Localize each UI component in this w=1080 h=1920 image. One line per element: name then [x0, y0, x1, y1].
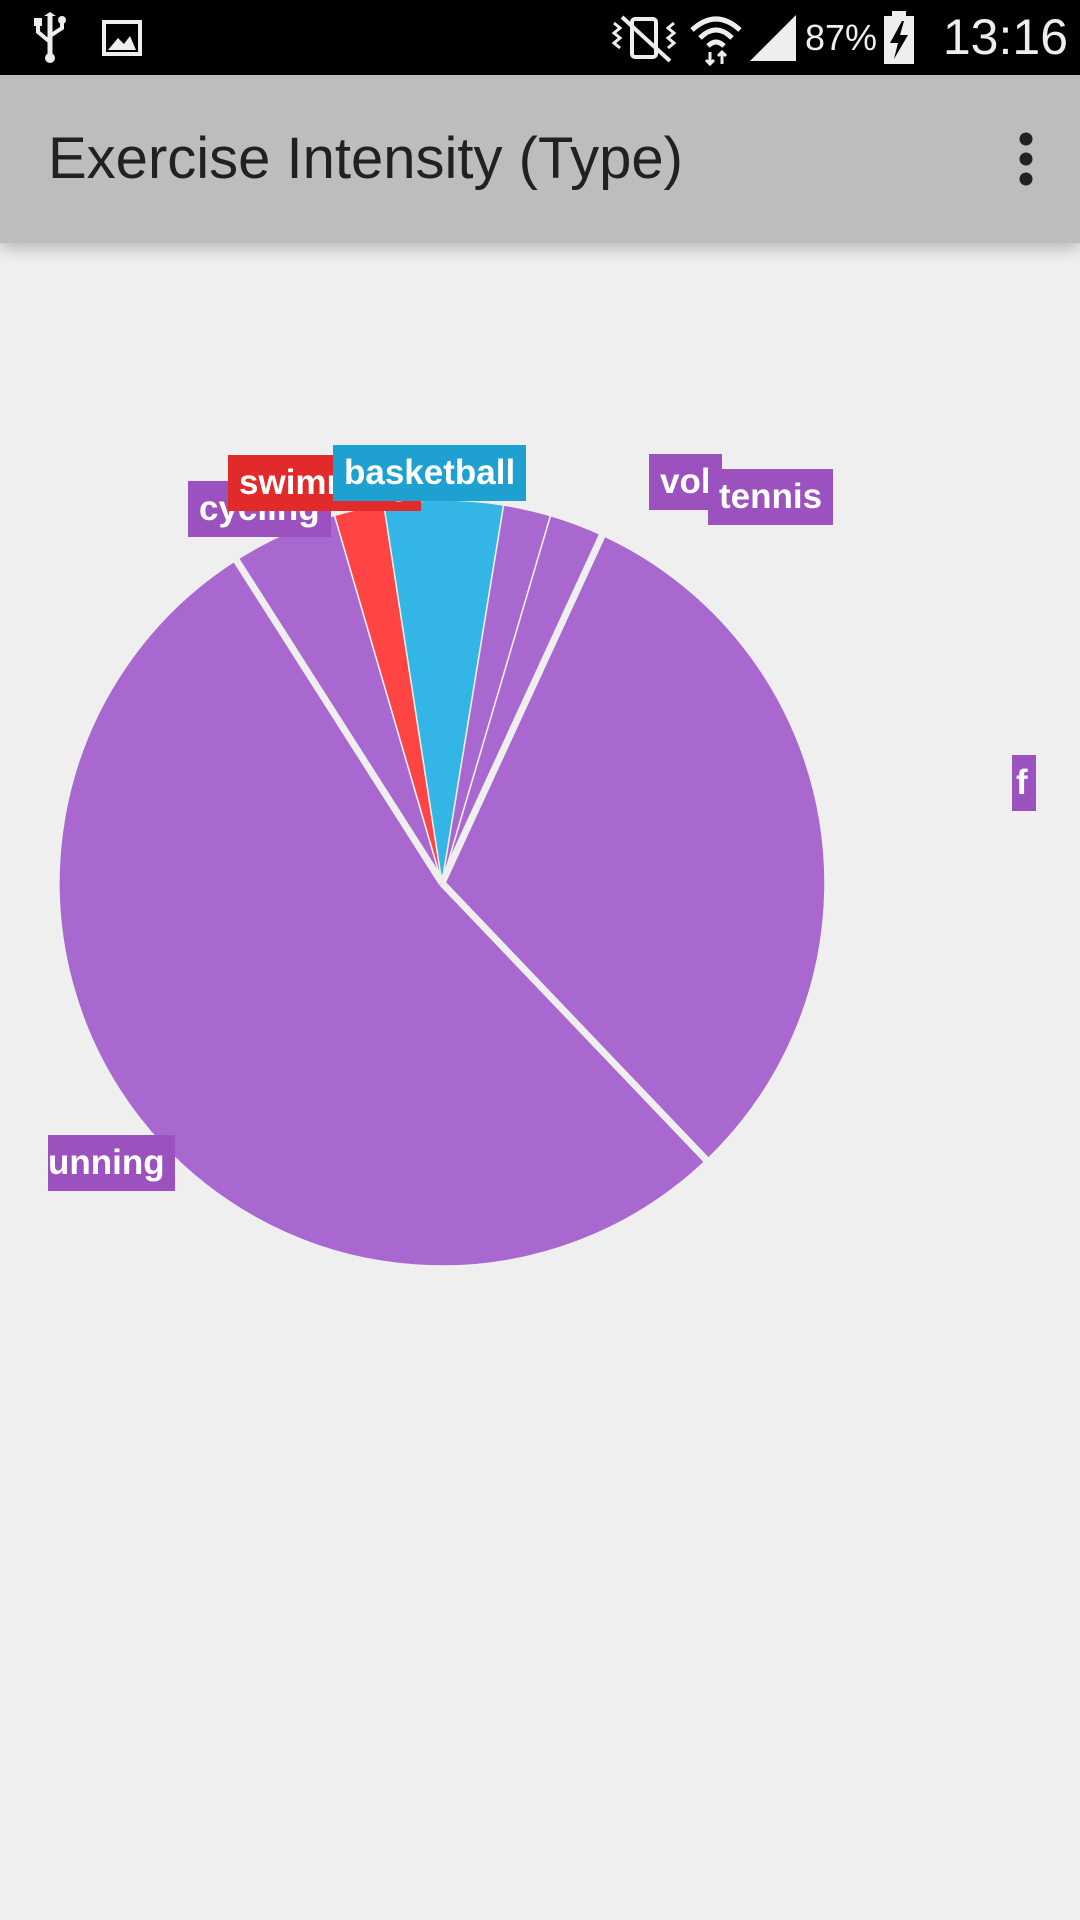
pie-separator [439, 880, 712, 1166]
status-bar: 87% 13:16 [0, 0, 1080, 75]
wifi-icon [688, 0, 744, 75]
pie-chart-svg [58, 499, 826, 1267]
more-vert-icon [1019, 132, 1033, 186]
app-bar: Exercise Intensity (Type) [0, 75, 1080, 243]
pie-separator [231, 554, 445, 885]
clock: 13:16 [942, 9, 1068, 65]
pie-label-unlabeled: f [1012, 755, 1036, 811]
usb-icon [30, 0, 70, 75]
mute-vibrate-icon [608, 0, 680, 75]
pie-separator [438, 530, 608, 885]
battery-percent: 87% [805, 17, 878, 58]
signal-icon [748, 0, 798, 75]
pie-chart: cyclingswimmingbasketballvoltennisfunnin… [0, 243, 1080, 1920]
pie-slice-unlabeled[interactable] [441, 534, 826, 1162]
page-title: Exercise Intensity (Type) [48, 126, 683, 191]
pie-slice-running[interactable] [58, 558, 708, 1267]
pie-label-tennis: tennis [708, 469, 834, 525]
overflow-menu-button[interactable] [996, 119, 1056, 199]
image-icon [102, 0, 142, 75]
pie-label-running: unning [48, 1135, 175, 1191]
battery-charging-icon [882, 0, 916, 75]
pie-label-basketball: basketball [333, 445, 527, 501]
